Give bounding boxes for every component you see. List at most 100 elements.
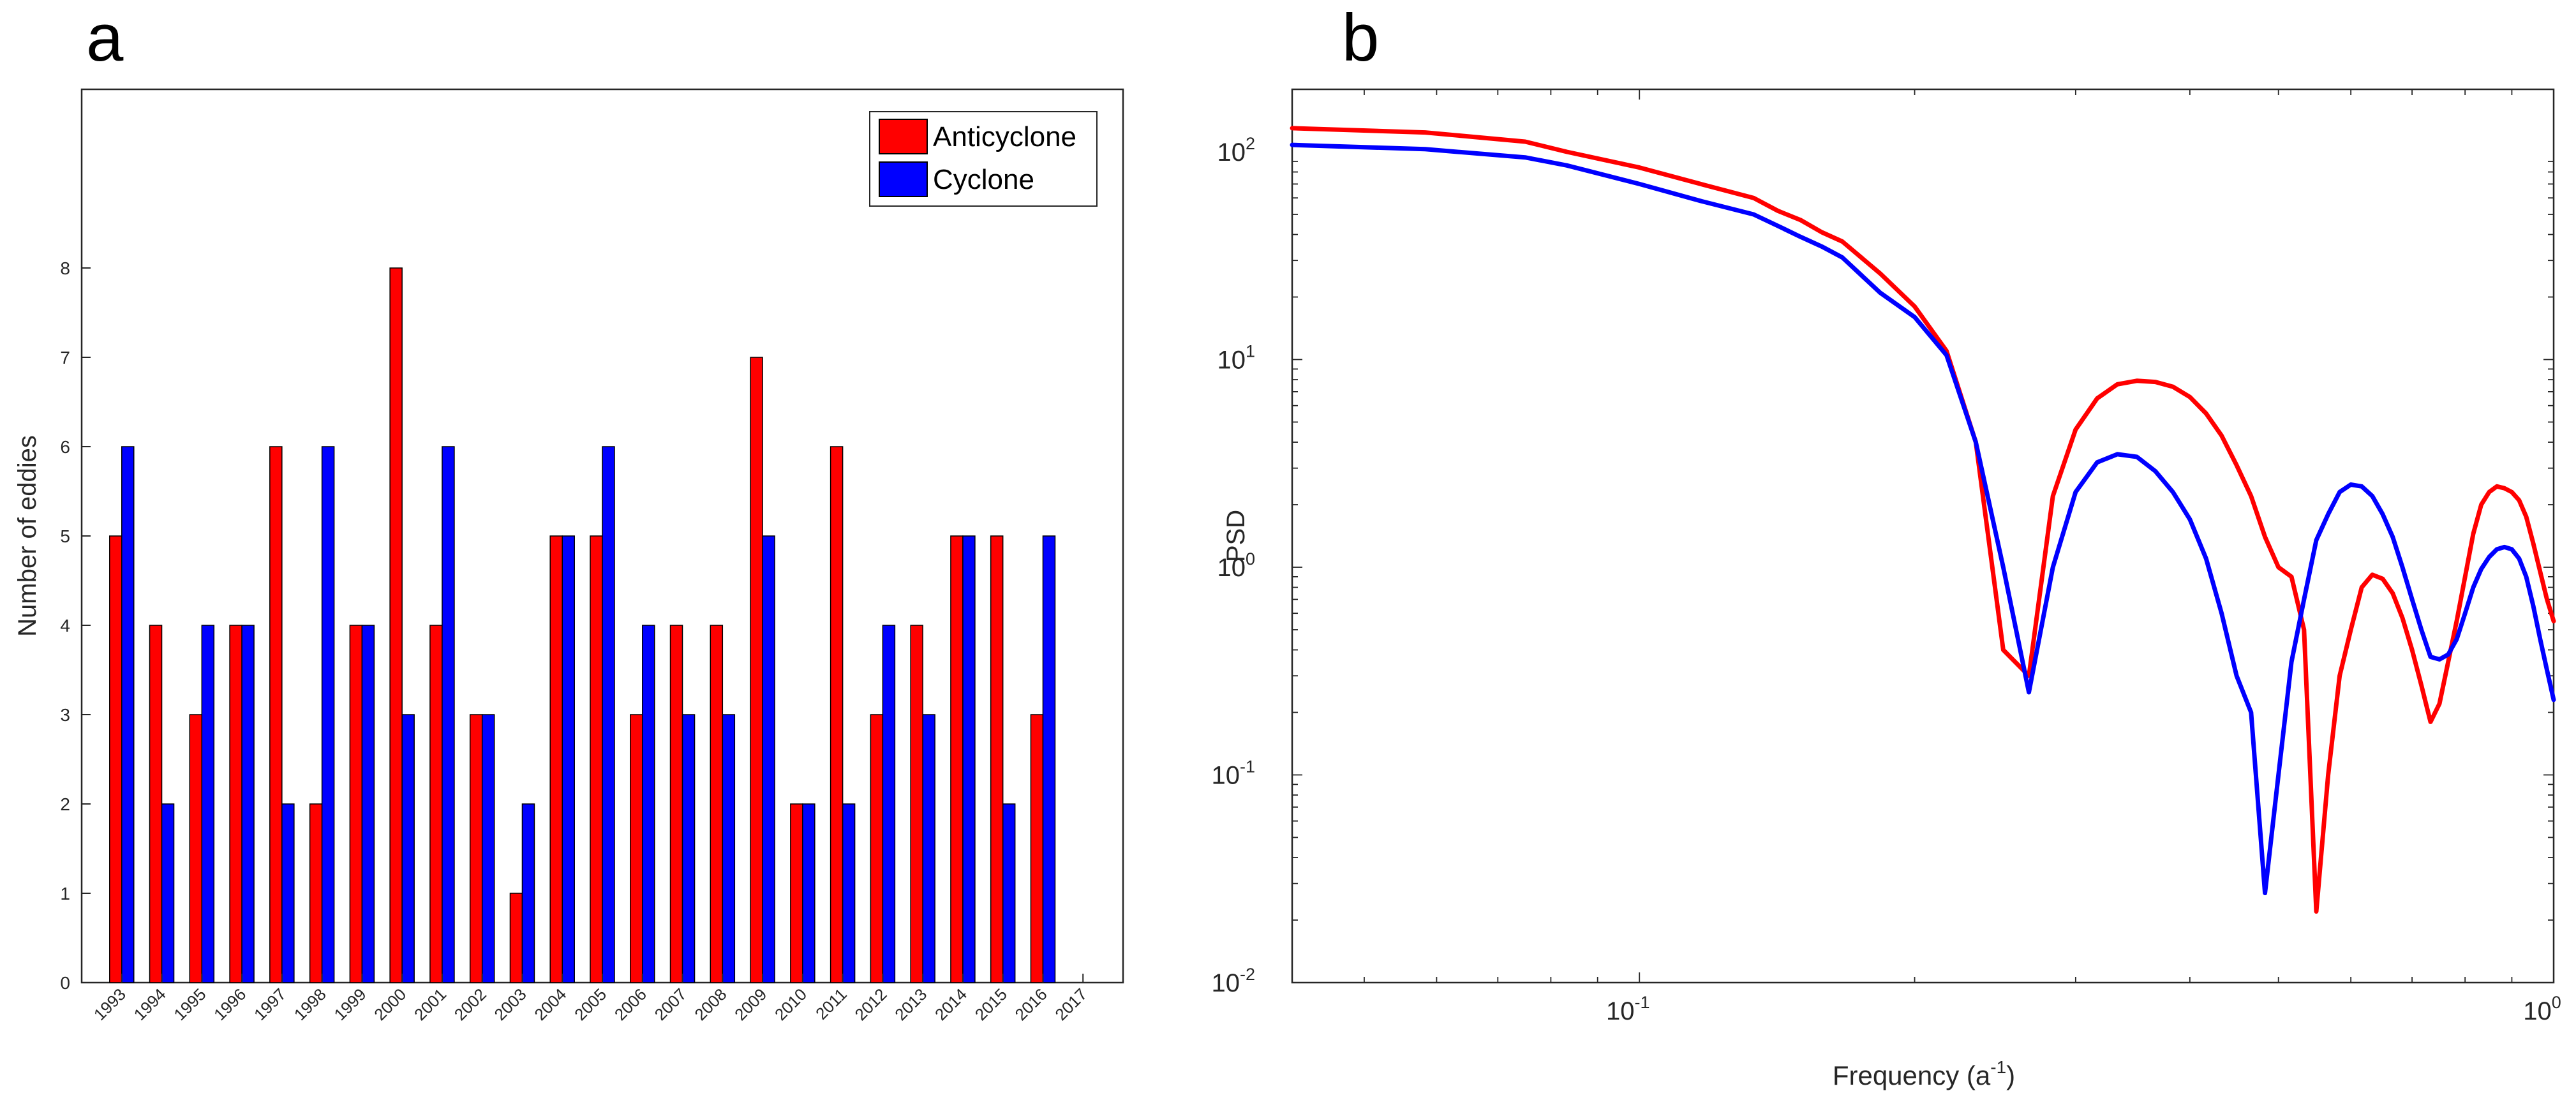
x-tick-label: 2012 bbox=[851, 985, 891, 1024]
bar-anticyclone-1995 bbox=[189, 714, 203, 983]
bar-anticyclone-2016 bbox=[1030, 714, 1044, 983]
x-tick-label: 1994 bbox=[130, 985, 170, 1024]
bar-anticyclone-2004 bbox=[549, 535, 563, 983]
bar-anticyclone-2002 bbox=[469, 714, 483, 983]
panel-b-ylabel: PSD bbox=[1222, 510, 1250, 562]
panel-a-ylabel: Number of eddies bbox=[13, 435, 41, 637]
bar-anticyclone-2008 bbox=[710, 625, 724, 983]
x-tick-label: 2005 bbox=[570, 985, 610, 1024]
x-tick-label: 1995 bbox=[170, 985, 209, 1024]
bar-anticyclone-2011 bbox=[830, 446, 844, 983]
x-tick-label: 2006 bbox=[611, 985, 650, 1024]
panel-a-bars bbox=[109, 267, 1056, 983]
bar-cyclone-2003 bbox=[521, 803, 535, 983]
y-tick-label: 6 bbox=[60, 437, 70, 457]
y-tick-label: 0 bbox=[60, 973, 70, 993]
x-tick-label: 2003 bbox=[491, 985, 530, 1024]
x-tick-label: 1996 bbox=[210, 985, 249, 1024]
bar-anticyclone-2003 bbox=[509, 893, 523, 983]
bar-anticyclone-2006 bbox=[630, 714, 643, 983]
bar-cyclone-2014 bbox=[962, 535, 976, 983]
legend-label-anticyclone: Anticyclone bbox=[933, 121, 1076, 152]
x-tick-label: 2017 bbox=[1051, 985, 1091, 1024]
panel-b-plot-area bbox=[1291, 88, 2555, 984]
y-tick-label: 3 bbox=[60, 705, 70, 725]
panel-label-a: a bbox=[86, 1, 124, 75]
x-tick-label: 1999 bbox=[331, 985, 370, 1024]
psd-line-red bbox=[1290, 126, 2556, 914]
x-tick-label: 2009 bbox=[731, 985, 770, 1024]
panel-b-xlabel: Frequency (a-1) bbox=[1833, 1057, 2015, 1090]
y-tick-label: 102 bbox=[1217, 134, 1255, 167]
bar-anticyclone-2000 bbox=[389, 267, 403, 983]
legend-swatch-anticyclone bbox=[879, 119, 928, 154]
x-tick-label: 2015 bbox=[971, 985, 1011, 1024]
bar-cyclone-2011 bbox=[842, 803, 856, 983]
bar-anticyclone-1994 bbox=[149, 625, 163, 983]
bar-cyclone-1997 bbox=[281, 803, 295, 983]
panel-b-ticks: 10-2 10-1 100 101 102 10-1 100 bbox=[1211, 89, 2561, 1025]
bar-cyclone-1996 bbox=[241, 625, 255, 983]
x-tick-label: 2002 bbox=[450, 985, 490, 1024]
bar-anticyclone-2013 bbox=[910, 625, 923, 983]
x-tick-label: 1998 bbox=[290, 985, 330, 1024]
psd-line-blue bbox=[1290, 142, 2556, 896]
bar-anticyclone-2010 bbox=[790, 803, 803, 983]
bar-anticyclone-2015 bbox=[990, 535, 1004, 983]
panel-b-lines bbox=[1290, 126, 2556, 914]
bar-anticyclone-2005 bbox=[590, 535, 603, 983]
panel-a-legend: Anticyclone Cyclone bbox=[869, 111, 1098, 207]
y-tick-label: 4 bbox=[60, 616, 70, 635]
bar-cyclone-2005 bbox=[602, 446, 615, 983]
bar-cyclone-2002 bbox=[481, 714, 495, 983]
x-tick-label: 2007 bbox=[651, 985, 690, 1024]
bar-cyclone-1994 bbox=[161, 803, 175, 983]
x-tick-label: 100 bbox=[2523, 993, 2561, 1025]
y-tick-label: 101 bbox=[1217, 341, 1255, 374]
x-tick-label: 2004 bbox=[530, 985, 570, 1024]
y-tick-label: 2 bbox=[60, 794, 70, 814]
y-tick-label: 10-1 bbox=[1211, 757, 1255, 789]
x-tick-label: 2001 bbox=[410, 985, 450, 1024]
y-tick-label: 10-2 bbox=[1211, 965, 1255, 997]
panel-b-psd-chart: 10-2 10-1 100 101 102 10-1 100 PSD Frequency (… bbox=[1211, 88, 2561, 1090]
bar-anticyclone-1997 bbox=[269, 446, 283, 983]
y-tick-label: 8 bbox=[60, 258, 70, 278]
x-tick-label: 2013 bbox=[891, 985, 930, 1024]
bar-anticyclone-2007 bbox=[669, 625, 683, 983]
bar-cyclone-1998 bbox=[321, 446, 335, 983]
bar-anticyclone-2012 bbox=[870, 714, 884, 983]
x-tick-label: 2014 bbox=[931, 985, 971, 1024]
bar-cyclone-2007 bbox=[681, 714, 696, 983]
bar-cyclone-1999 bbox=[361, 625, 375, 983]
bar-cyclone-2015 bbox=[1002, 803, 1016, 983]
x-tick-label: 2016 bbox=[1011, 985, 1051, 1024]
x-tick-label: 10-1 bbox=[1606, 993, 1650, 1025]
bar-anticyclone-1999 bbox=[349, 625, 363, 983]
x-tick-label: 1997 bbox=[250, 985, 290, 1024]
bar-cyclone-1993 bbox=[121, 446, 135, 983]
bar-cyclone-2010 bbox=[802, 803, 815, 983]
panel-label-b: b bbox=[1342, 1, 1379, 75]
bar-anticyclone-2014 bbox=[950, 535, 964, 983]
x-tick-label: 2000 bbox=[370, 985, 410, 1024]
bar-cyclone-2016 bbox=[1042, 535, 1056, 983]
bar-cyclone-2004 bbox=[562, 535, 575, 983]
bar-cyclone-2013 bbox=[922, 714, 935, 983]
x-tick-label: 2010 bbox=[771, 985, 810, 1024]
bar-anticyclone-1996 bbox=[229, 625, 242, 983]
legend-swatch-cyclone bbox=[879, 161, 928, 197]
bar-anticyclone-1998 bbox=[309, 803, 323, 983]
bar-cyclone-2000 bbox=[401, 714, 415, 983]
bar-cyclone-1995 bbox=[201, 625, 215, 983]
bar-cyclone-2009 bbox=[762, 535, 775, 983]
bar-anticyclone-2009 bbox=[750, 357, 763, 983]
bar-anticyclone-1993 bbox=[109, 535, 123, 983]
bar-cyclone-2006 bbox=[642, 625, 655, 983]
bar-cyclone-2001 bbox=[442, 446, 455, 983]
x-tick-label: 1993 bbox=[90, 985, 130, 1024]
y-tick-label: 1 bbox=[60, 884, 70, 903]
x-tick-label: 2008 bbox=[690, 985, 730, 1024]
